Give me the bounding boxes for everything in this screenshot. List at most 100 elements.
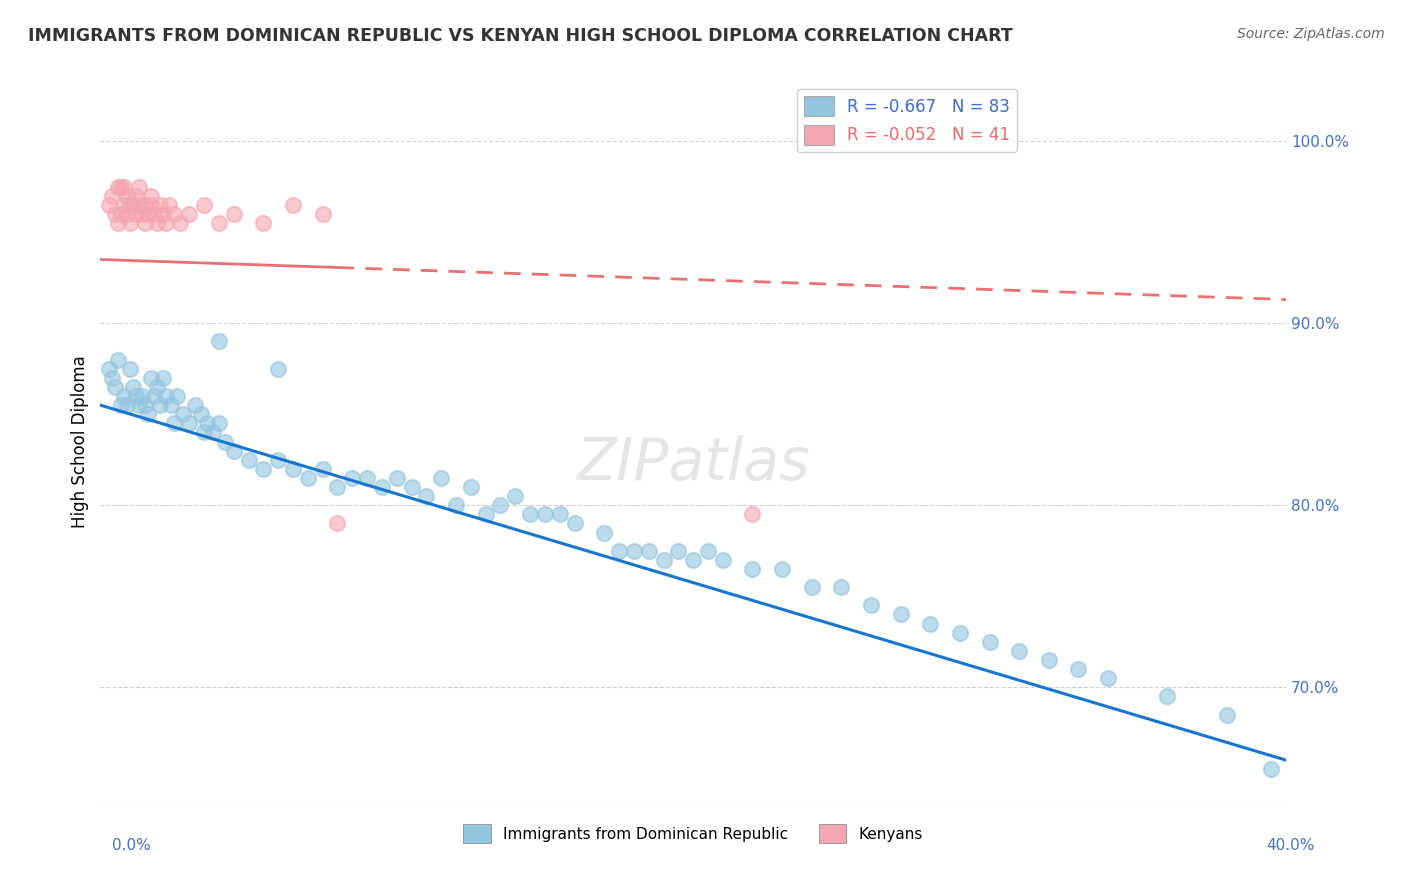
Point bbox=[169, 216, 191, 230]
Point bbox=[890, 607, 912, 622]
Point bbox=[267, 361, 290, 376]
Point bbox=[489, 498, 512, 512]
Point bbox=[131, 207, 153, 221]
Point bbox=[139, 188, 162, 202]
Point bbox=[356, 471, 378, 485]
Point bbox=[193, 425, 215, 440]
Point bbox=[131, 389, 153, 403]
Point bbox=[122, 198, 145, 212]
Point bbox=[115, 207, 138, 221]
Point bbox=[98, 361, 121, 376]
Point bbox=[128, 198, 150, 212]
Text: IMMIGRANTS FROM DOMINICAN REPUBLIC VS KENYAN HIGH SCHOOL DIPLOMA CORRELATION CHA: IMMIGRANTS FROM DOMINICAN REPUBLIC VS KE… bbox=[28, 27, 1012, 45]
Point bbox=[534, 508, 557, 522]
Point bbox=[107, 352, 129, 367]
Point bbox=[107, 179, 129, 194]
Point bbox=[741, 508, 763, 522]
Point bbox=[222, 207, 245, 221]
Point bbox=[125, 207, 148, 221]
Point bbox=[548, 508, 571, 522]
Point bbox=[342, 471, 364, 485]
Point bbox=[564, 516, 586, 531]
Point bbox=[401, 480, 423, 494]
Point bbox=[157, 198, 180, 212]
Point bbox=[741, 562, 763, 576]
Point bbox=[112, 389, 135, 403]
Point bbox=[1038, 653, 1060, 667]
Text: Source: ZipAtlas.com: Source: ZipAtlas.com bbox=[1237, 27, 1385, 41]
Point bbox=[115, 188, 138, 202]
Point bbox=[652, 553, 675, 567]
Point bbox=[139, 371, 162, 385]
Point bbox=[238, 452, 260, 467]
Point bbox=[163, 417, 186, 431]
Point bbox=[142, 389, 165, 403]
Point bbox=[179, 207, 201, 221]
Point bbox=[326, 480, 349, 494]
Point bbox=[979, 635, 1001, 649]
Point bbox=[125, 389, 148, 403]
Point bbox=[118, 216, 141, 230]
Point bbox=[770, 562, 793, 576]
Y-axis label: High School Diploma: High School Diploma bbox=[72, 355, 89, 528]
Point bbox=[252, 462, 274, 476]
Point bbox=[623, 543, 645, 558]
Legend: R = -0.667   N = 83, R = -0.052   N = 41: R = -0.667 N = 83, R = -0.052 N = 41 bbox=[797, 89, 1017, 152]
Point bbox=[430, 471, 453, 485]
Point bbox=[474, 508, 496, 522]
Point bbox=[201, 425, 224, 440]
Point bbox=[155, 216, 177, 230]
Point bbox=[593, 525, 616, 540]
Point bbox=[711, 553, 734, 567]
Point bbox=[311, 462, 333, 476]
Point bbox=[607, 543, 630, 558]
Point bbox=[152, 371, 174, 385]
Point bbox=[666, 543, 689, 558]
Point bbox=[163, 207, 186, 221]
Point bbox=[179, 417, 201, 431]
Point bbox=[214, 434, 236, 449]
Point bbox=[505, 489, 527, 503]
Point bbox=[311, 207, 333, 221]
Point bbox=[1215, 707, 1237, 722]
Point bbox=[184, 398, 207, 412]
Point bbox=[98, 198, 121, 212]
Point bbox=[155, 389, 177, 403]
Point bbox=[142, 207, 165, 221]
Point bbox=[104, 207, 127, 221]
Point bbox=[281, 462, 304, 476]
Point bbox=[800, 580, 823, 594]
Point bbox=[139, 198, 162, 212]
Point bbox=[101, 371, 124, 385]
Point bbox=[101, 188, 124, 202]
Point bbox=[859, 599, 882, 613]
Point bbox=[195, 417, 218, 431]
Point bbox=[1260, 762, 1282, 776]
Point bbox=[112, 179, 135, 194]
Point bbox=[1008, 644, 1031, 658]
Point bbox=[145, 380, 167, 394]
Point bbox=[326, 516, 349, 531]
Point bbox=[149, 398, 172, 412]
Point bbox=[166, 389, 188, 403]
Point bbox=[297, 471, 319, 485]
Point bbox=[1156, 690, 1178, 704]
Point bbox=[252, 216, 274, 230]
Point bbox=[134, 398, 156, 412]
Point bbox=[830, 580, 852, 594]
Point bbox=[104, 380, 127, 394]
Text: 40.0%: 40.0% bbox=[1267, 838, 1315, 854]
Point bbox=[267, 452, 290, 467]
Point bbox=[697, 543, 720, 558]
Point bbox=[118, 198, 141, 212]
Point bbox=[122, 380, 145, 394]
Point bbox=[444, 498, 467, 512]
Point bbox=[149, 198, 172, 212]
Point bbox=[125, 188, 148, 202]
Text: ZIPatlas: ZIPatlas bbox=[576, 435, 810, 491]
Text: 0.0%: 0.0% bbox=[112, 838, 152, 854]
Point bbox=[1067, 662, 1090, 676]
Point bbox=[112, 198, 135, 212]
Point bbox=[190, 407, 212, 421]
Point bbox=[172, 407, 194, 421]
